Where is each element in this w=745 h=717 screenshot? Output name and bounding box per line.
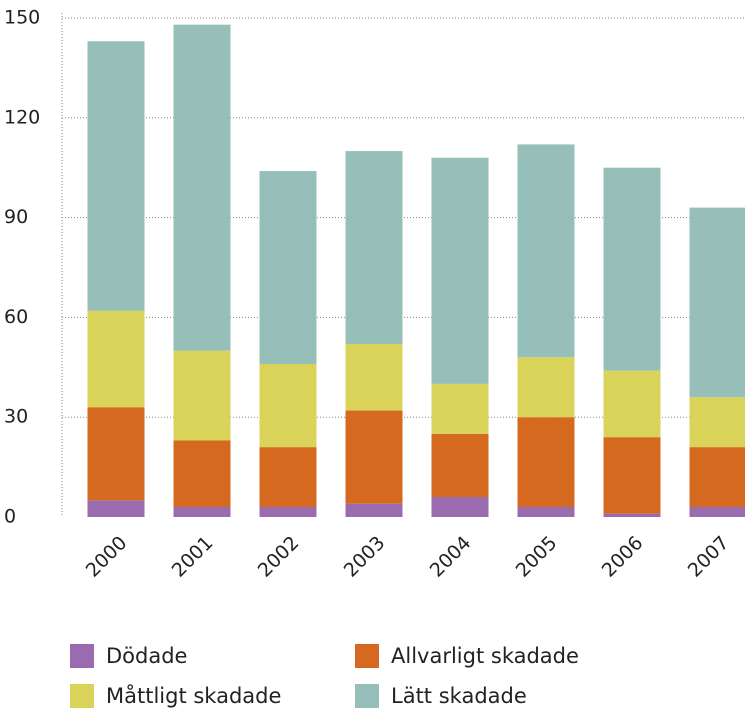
bar-segment xyxy=(87,41,145,311)
legend-swatch xyxy=(70,644,94,668)
legend-swatch xyxy=(355,644,379,668)
bar-segment xyxy=(345,410,403,504)
bar-segment xyxy=(345,151,403,345)
x-tick-label: 2003 xyxy=(340,532,390,582)
legend-swatch xyxy=(355,684,379,708)
bar-segment xyxy=(259,363,317,448)
bar-segment xyxy=(345,503,403,517)
x-tick-label: 2006 xyxy=(598,532,648,582)
legend-label: Måttligt skadade xyxy=(106,683,281,708)
x-tick-label: 2002 xyxy=(254,532,304,582)
bar-segment xyxy=(345,344,403,411)
bar-segment xyxy=(689,507,745,517)
bar-segment xyxy=(87,310,145,408)
x-tick-label: 2005 xyxy=(512,532,562,582)
bar-segment xyxy=(259,447,317,508)
bar-segment xyxy=(87,407,145,501)
y-tick-label: 30 xyxy=(4,406,28,428)
bar-segment xyxy=(87,500,145,517)
bar-segment xyxy=(431,383,489,434)
bar-segment xyxy=(689,397,745,448)
legend-swatch xyxy=(70,684,94,708)
bar-segment xyxy=(431,433,489,498)
bar-segment xyxy=(173,440,231,508)
x-tick-label: 2001 xyxy=(168,532,218,582)
legend-label: Allvarligt skadade xyxy=(391,644,579,668)
bar-segment xyxy=(259,507,317,517)
bar-segment xyxy=(173,350,231,441)
bar-segment xyxy=(431,497,489,517)
bar-segment xyxy=(173,24,231,351)
bar-segment xyxy=(431,157,489,384)
y-tick-label: 90 xyxy=(4,206,28,228)
bar-segment xyxy=(603,513,661,517)
bar-segment xyxy=(173,507,231,517)
y-tick-label: 150 xyxy=(4,7,40,29)
bar-segment xyxy=(517,507,575,517)
y-tick-label: 60 xyxy=(4,306,28,328)
bar-segment xyxy=(689,447,745,508)
bar-segment xyxy=(603,167,661,371)
y-tick-label: 0 xyxy=(4,506,16,528)
bar-segment xyxy=(259,171,317,364)
bar-segment xyxy=(517,357,575,418)
bar-segment xyxy=(689,207,745,398)
bar-segment xyxy=(517,417,575,508)
x-tick-label: 2000 xyxy=(82,532,132,582)
bar-segment xyxy=(603,370,661,438)
bar-segment xyxy=(603,437,661,514)
bar-segment xyxy=(517,144,575,358)
x-tick-label: 2004 xyxy=(426,532,476,582)
y-tick-label: 120 xyxy=(4,106,40,128)
legend-label: Lätt skadade xyxy=(391,684,527,708)
x-tick-label: 2007 xyxy=(684,532,734,582)
legend-label: Dödade xyxy=(106,644,187,668)
